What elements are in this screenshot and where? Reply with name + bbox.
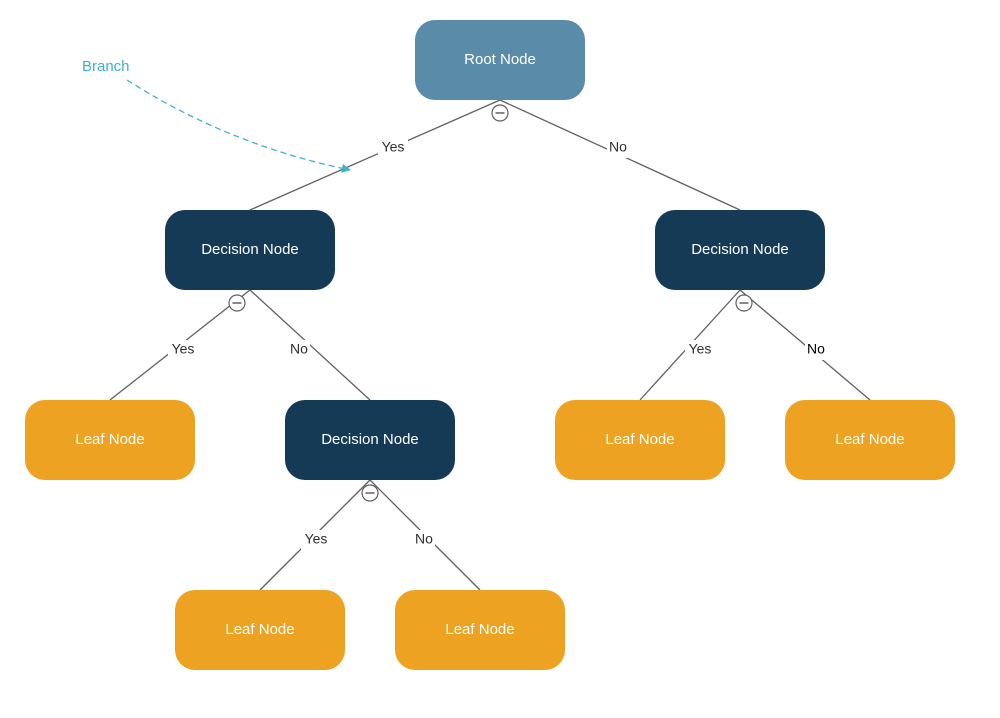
edge-label: No: [290, 341, 308, 357]
edge-label: Yes: [172, 341, 195, 357]
node-label: Root Node: [464, 51, 536, 68]
node-label: Leaf Node: [445, 621, 514, 638]
node-label: Leaf Node: [835, 431, 904, 448]
edge-label: Yes: [382, 139, 405, 155]
node-label: Decision Node: [201, 241, 299, 258]
leaf-node: Leaf Node: [175, 590, 345, 670]
edge-label: Yes: [305, 531, 328, 547]
collapse-toggle[interactable]: [362, 485, 378, 501]
node-label: Leaf Node: [605, 431, 674, 448]
node-label: Leaf Node: [225, 621, 294, 638]
decision-node: Decision Node: [285, 400, 455, 480]
edges-layer: Yes No Yes No Yes No Yes No: [110, 100, 870, 590]
annotation-layer: Branch: [82, 58, 350, 170]
collapse-toggle[interactable]: [492, 105, 508, 121]
edge-label: No: [415, 531, 433, 547]
collapse-toggle[interactable]: [229, 295, 245, 311]
leaf-node: Leaf Node: [785, 400, 955, 480]
decision-tree-diagram: Yes No Yes No Yes No Yes No Root Node Decision N…: [0, 0, 1000, 718]
edge-label: No: [609, 139, 627, 155]
leaf-node: Leaf Node: [25, 400, 195, 480]
node-label: Decision Node: [691, 241, 789, 258]
edge: [250, 100, 500, 210]
node-label: Leaf Node: [75, 431, 144, 448]
edge-label: No: [807, 341, 825, 357]
root-node: Root Node: [415, 20, 585, 100]
leaf-node: Leaf Node: [395, 590, 565, 670]
branch-annotation-label: Branch: [82, 58, 130, 75]
branch-annotation-arrow: [127, 80, 350, 170]
leaf-node: Leaf Node: [555, 400, 725, 480]
node-label: Decision Node: [321, 431, 419, 448]
collapse-toggle[interactable]: [736, 295, 752, 311]
edge-label: Yes: [689, 341, 712, 357]
decision-node: Decision Node: [655, 210, 825, 290]
decision-node: Decision Node: [165, 210, 335, 290]
